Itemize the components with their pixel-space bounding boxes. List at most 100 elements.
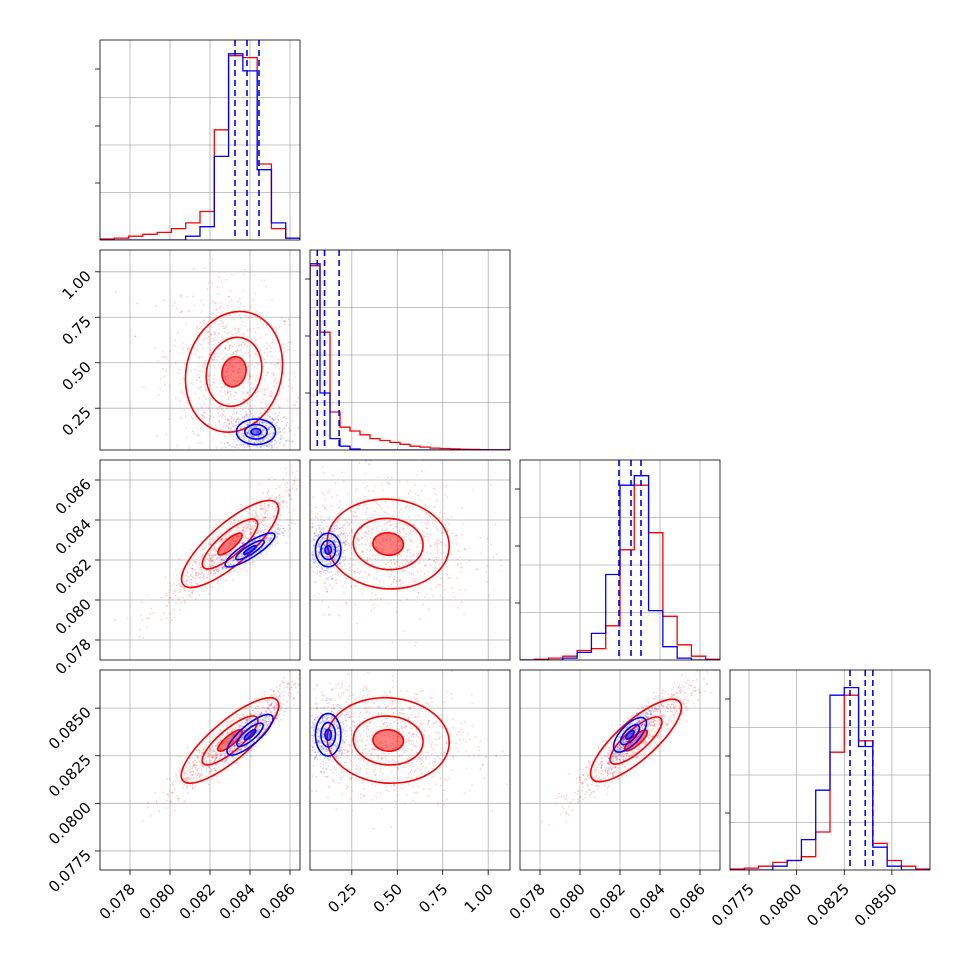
sample-point — [205, 760, 208, 763]
sample-point — [318, 571, 321, 573]
sample-point — [326, 556, 329, 559]
sample-point — [241, 515, 244, 518]
sample-point — [319, 542, 321, 544]
sample-point — [424, 506, 427, 509]
sample-point — [266, 542, 269, 544]
sample-point — [238, 313, 241, 316]
sample-point — [270, 447, 272, 449]
sample-point — [204, 745, 206, 748]
sample-point — [423, 565, 426, 568]
sample-point — [370, 532, 373, 535]
sample-point — [353, 570, 356, 573]
sample-point — [262, 398, 265, 400]
sample-point — [343, 524, 345, 526]
sample-point — [323, 544, 326, 546]
sample-point — [186, 348, 189, 351]
sample-point — [334, 719, 337, 722]
sample-point — [304, 468, 306, 470]
sample-point — [209, 558, 212, 560]
sample-point — [263, 524, 265, 527]
sample-point — [259, 519, 262, 522]
sample-point — [239, 555, 241, 557]
sample-point — [254, 720, 256, 722]
sample-point — [189, 768, 191, 771]
sample-point — [226, 331, 228, 334]
sample-point — [336, 549, 339, 552]
sample-point — [192, 589, 195, 592]
sample-point — [332, 574, 334, 576]
sample-point — [211, 586, 214, 589]
sample-point — [318, 524, 321, 527]
sample-point — [225, 537, 228, 540]
sample-point — [202, 765, 204, 768]
sample-point — [168, 418, 171, 420]
sample-point — [212, 749, 215, 752]
sample-point — [427, 520, 430, 523]
sample-point — [399, 599, 402, 602]
sample-point — [242, 398, 245, 400]
sample-point — [189, 549, 192, 552]
sample-point — [194, 577, 197, 580]
sample-point — [269, 710, 271, 712]
sample-point — [360, 536, 363, 539]
sample-point — [238, 298, 241, 301]
sample-point — [313, 742, 316, 745]
sample-point — [190, 369, 192, 372]
sample-point — [200, 751, 203, 754]
sample-point — [214, 572, 217, 575]
sample-point — [273, 708, 276, 711]
sample-point — [403, 751, 405, 754]
sample-point — [169, 596, 172, 599]
sample-point — [263, 721, 266, 724]
sample-point — [214, 554, 217, 556]
sample-point — [261, 508, 264, 510]
sample-point — [191, 592, 194, 595]
sample-point — [210, 337, 213, 340]
sample-point — [227, 750, 230, 752]
sample-point — [231, 559, 234, 562]
sample-point — [326, 570, 329, 573]
sample-point — [173, 616, 176, 619]
sample-point — [268, 497, 270, 500]
sample-point — [264, 537, 267, 540]
sample-point — [189, 765, 192, 768]
sample-point — [334, 560, 337, 562]
sample-point — [328, 517, 331, 520]
sample-point — [350, 521, 353, 524]
sample-point — [199, 343, 202, 346]
sample-point — [317, 544, 320, 547]
sample-point — [238, 716, 241, 719]
sample-point — [330, 570, 333, 573]
sample-point — [313, 532, 316, 535]
sample-point — [329, 543, 332, 546]
sample-point — [414, 644, 416, 647]
sample-point — [192, 430, 194, 433]
sample-point — [265, 538, 267, 540]
sample-point — [281, 428, 284, 431]
sample-point — [216, 753, 219, 756]
sample-point — [372, 603, 375, 606]
sample-point — [273, 709, 276, 712]
sample-point — [291, 440, 294, 443]
sample-point — [180, 294, 183, 297]
sample-point — [260, 427, 263, 430]
sample-point — [338, 545, 340, 548]
sample-point — [352, 764, 355, 766]
sample-point — [191, 590, 194, 593]
sample-point — [210, 768, 212, 770]
sample-point — [406, 548, 409, 551]
sample-point — [171, 619, 174, 622]
sample-point — [368, 463, 370, 466]
sample-point — [216, 536, 219, 538]
sample-point — [280, 705, 283, 708]
sample-point — [463, 613, 466, 616]
sample-point — [419, 753, 422, 756]
sample-point — [237, 349, 240, 352]
sample-point — [175, 569, 177, 572]
sample-point — [331, 527, 334, 530]
sample-point — [460, 507, 463, 510]
sample-point — [197, 355, 200, 358]
sample-point — [239, 553, 242, 555]
sample-point — [199, 576, 202, 579]
sample-point — [342, 524, 345, 527]
